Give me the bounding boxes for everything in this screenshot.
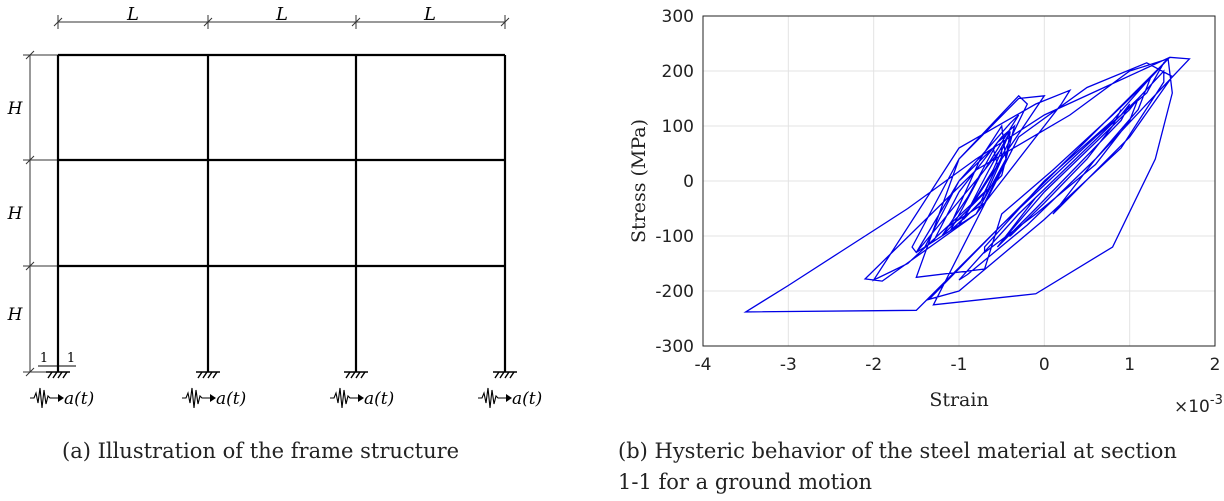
y-tick-label: -100 [655,227,694,247]
y-tick-label: -200 [655,282,694,302]
x-tick-label: -4 [695,355,712,375]
span-label-1: L [126,4,139,25]
story-label-1: H [7,305,24,325]
y-tick-label: 200 [662,62,694,82]
x-tick-label: 0 [1039,355,1050,375]
hysteresis-chart: -4 -3 -2 -1 0 1 2 -300 -200 -100 0 100 200 300 Strai… [628,7,1223,417]
x-tick-label: -3 [780,355,797,375]
caption-b-line2: 1-1 for a ground motion [618,470,872,494]
x-tick-label: -1 [951,355,968,375]
caption-a: (a) Illustration of the frame structure [62,439,460,463]
x-tick-label: 2 [1210,355,1221,375]
fixed-supports [46,371,517,379]
y-tick-labels: -300 -200 -100 0 100 200 300 [655,7,694,357]
y-tick-label: 0 [683,172,694,192]
y-tick-label: -300 [655,337,694,357]
frame-structure-figure: L L L H H H 1 1 [7,4,543,409]
y-tick-label: 100 [662,117,694,137]
story-label-2: H [7,204,24,224]
y-axis-label: Stress (MPa) [628,119,650,243]
excitation-label-3: a(t) [364,389,394,409]
x-tick-label: -2 [865,355,882,375]
excitation-arrowheads [58,394,512,402]
hysteresis-curve [743,56,1191,313]
caption-b: (b) Hysteric behavior of the steel mater… [618,436,1218,498]
section-label-right: 1 [67,351,75,366]
x-axis-label: Strain [929,389,988,411]
x-multiplier: ×10-3 [1174,393,1223,417]
span-label-2: L [275,4,288,25]
excitation-label-2: a(t) [216,389,246,409]
excitation-label-1: a(t) [64,389,94,409]
x-tick-label: 1 [1124,355,1135,375]
y-tick-label: 300 [662,7,694,27]
excitation-label-4: a(t) [512,389,542,409]
ground-motion-wave-icons [30,387,506,409]
story-label-3: H [7,99,24,119]
x-tick-labels: -4 -3 -2 -1 0 1 2 [695,355,1221,375]
caption-b-line1: (b) Hysteric behavior of the steel mater… [618,439,1177,463]
plot-frame [702,15,1216,347]
story-dimension-line [23,50,58,377]
span-dimension-line [53,15,510,29]
frame-members [56,53,507,372]
section-label-left: 1 [40,351,48,366]
span-label-3: L [423,4,436,25]
